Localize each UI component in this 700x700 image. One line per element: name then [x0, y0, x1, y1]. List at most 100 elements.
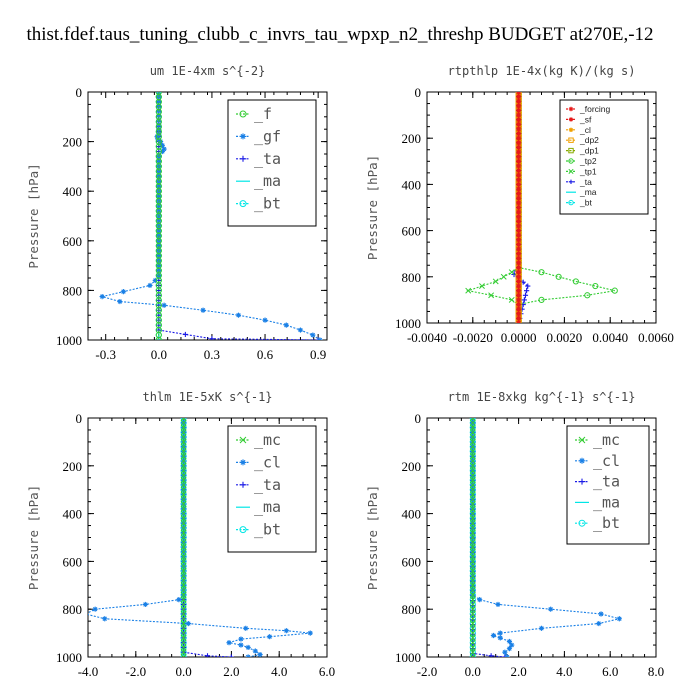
data-point — [469, 553, 476, 560]
data-point — [180, 539, 187, 546]
legend-label: _mc — [254, 431, 281, 449]
data-point — [469, 649, 476, 656]
data-point — [516, 301, 522, 308]
data-point — [180, 472, 187, 479]
legend-item-dp1: _dp1 — [566, 146, 599, 156]
data-point — [155, 336, 162, 340]
data-point — [180, 620, 187, 627]
data-point — [283, 628, 289, 634]
legend-item-tp1: _tp1 — [566, 166, 597, 176]
data-point — [180, 606, 187, 613]
data-point — [509, 642, 515, 648]
data-point — [180, 654, 187, 657]
data-point — [152, 277, 158, 284]
legend-marker — [239, 200, 247, 208]
legend: _forcing_sf_cl_dp2_dp1_tp2_tp1_ta_ma_bt — [559, 99, 649, 215]
y-tick-label: 800 — [63, 283, 83, 298]
legend-box — [227, 99, 317, 227]
data-point — [159, 142, 165, 148]
data-point — [180, 438, 187, 445]
data-point — [469, 496, 476, 503]
data-point — [180, 601, 187, 608]
data-point — [297, 327, 304, 333]
data-point — [156, 263, 162, 269]
x-tick-label: -2.0 — [417, 664, 438, 679]
data-point — [516, 130, 522, 137]
data-point — [180, 477, 187, 484]
data-point — [257, 652, 263, 657]
legend-label: _cl — [593, 452, 620, 470]
data-point — [469, 515, 476, 522]
data-point — [185, 620, 191, 627]
data-point — [516, 292, 522, 298]
y-axis-label: Pressure [hPa] — [365, 485, 380, 590]
data-point — [180, 649, 187, 656]
data-point — [180, 443, 187, 450]
x-tick-label: 2.0 — [223, 664, 239, 679]
panel-title: thlm 1E-5xK s^{-1} — [142, 390, 272, 404]
data-point — [180, 418, 187, 421]
data-point — [516, 107, 522, 114]
y-tick-label: 200 — [63, 135, 83, 150]
legend-marker — [239, 526, 247, 534]
data-point — [180, 644, 187, 651]
data-point — [117, 298, 123, 305]
legend-label: _tp1 — [579, 166, 597, 176]
data-point — [161, 302, 167, 308]
y-tick-label: 1000 — [56, 333, 82, 348]
chart-panel-4: rtm 1E-8xkg kg^{-1} s^{-1} Pressure [hPa]… — [365, 390, 664, 679]
data-point — [516, 288, 522, 294]
data-point — [516, 191, 522, 197]
data-point — [495, 601, 501, 608]
legend-marker — [240, 481, 246, 488]
legend-marker — [568, 158, 574, 164]
data-point — [307, 630, 313, 636]
legend-label: _ma — [254, 498, 281, 516]
data-point — [508, 269, 515, 276]
legend-label: _ta — [254, 150, 281, 168]
data-point — [226, 640, 232, 646]
data-point — [469, 477, 476, 484]
data-point — [235, 312, 242, 318]
data-point — [516, 167, 522, 174]
data-point — [180, 491, 187, 498]
data-point — [180, 458, 187, 464]
data-point — [490, 632, 497, 639]
x-tick-label: -0.0020 — [453, 330, 493, 345]
data-point — [516, 315, 522, 321]
data-point — [156, 228, 162, 234]
legend-label: _gf — [254, 127, 281, 145]
data-point — [538, 269, 545, 276]
data-point — [516, 177, 522, 183]
x-tick-label: -2.0 — [126, 664, 147, 679]
legend-marker — [568, 106, 574, 112]
data-point — [516, 297, 522, 303]
legend-item-ma: _ma — [236, 498, 281, 516]
data-point — [516, 264, 522, 271]
data-point — [156, 253, 162, 259]
data-point — [516, 306, 522, 312]
data-point — [180, 429, 187, 436]
legend-label: _cl — [254, 453, 281, 471]
x-tick-label: 0.0000 — [501, 330, 537, 345]
data-point — [180, 611, 187, 617]
data-point — [180, 505, 187, 512]
data-point — [516, 255, 522, 261]
data-point — [516, 274, 522, 280]
legend-item-cl: _cl — [236, 453, 281, 471]
data-point — [180, 467, 187, 474]
data-point — [492, 278, 499, 285]
legend-label: _bt — [593, 514, 620, 532]
y-tick-label: 600 — [63, 554, 83, 569]
data-point — [180, 639, 187, 646]
data-point — [469, 419, 476, 426]
data-point — [156, 98, 162, 104]
data-point — [469, 458, 476, 464]
panel-title: rtpthlp 1E-4x(kg K)/(kg s) — [448, 64, 636, 78]
data-point — [156, 243, 162, 249]
data-point — [516, 144, 522, 151]
data-point — [180, 630, 187, 637]
data-point — [180, 596, 187, 603]
data-point — [516, 126, 522, 132]
